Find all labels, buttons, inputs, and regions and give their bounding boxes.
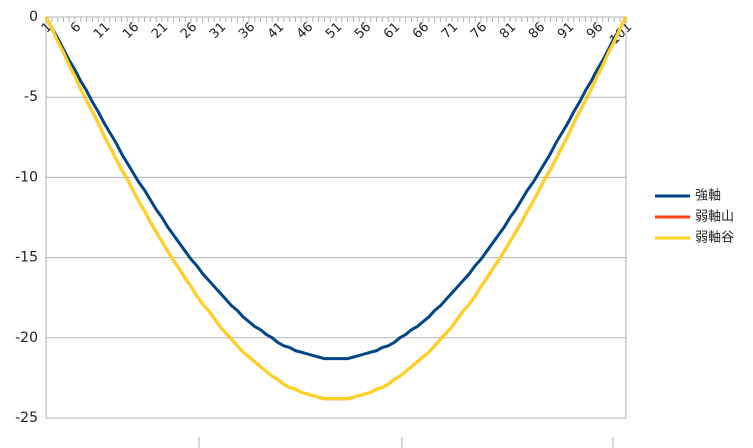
y-tick-label: -25 [15,410,38,426]
series-line [44,16,628,361]
x-tick-label: 26 [178,20,200,42]
x-tick-label: 61 [381,20,403,42]
series-line [44,16,628,401]
x-tick-label: 56 [352,20,374,42]
x-tick-label: 21 [149,20,171,42]
x-tick-label: 66 [410,20,432,42]
y-tick-label: -10 [15,169,38,185]
x-tick-label: 51 [323,20,345,42]
x-tick-label: 36 [236,20,258,42]
x-tick-label: 11 [91,20,113,42]
x-tick-label: 16 [120,20,142,42]
x-tick-label: 91 [555,20,577,42]
x-tick-label: 31 [207,20,229,42]
y-tick-label: -15 [15,250,38,266]
x-tick-label: 96 [584,20,606,42]
legend-label: 弱軸山 [695,210,734,225]
x-tick-label: 41 [265,20,287,42]
x-tick-label: 86 [526,20,548,42]
y-tick-label: 0 [29,9,38,25]
x-tick-label: 6 [68,20,84,36]
legend-label: 弱軸谷 [695,231,734,246]
x-tick-label: 81 [497,20,519,42]
y-tick-label: -5 [24,89,38,105]
y-tick-label: -20 [15,330,38,346]
x-tick-label: 71 [439,20,461,42]
legend-label: 強軸 [695,189,721,204]
x-tick-label: 76 [468,20,490,42]
series-line [44,16,628,401]
x-tick-label: 46 [294,20,316,42]
